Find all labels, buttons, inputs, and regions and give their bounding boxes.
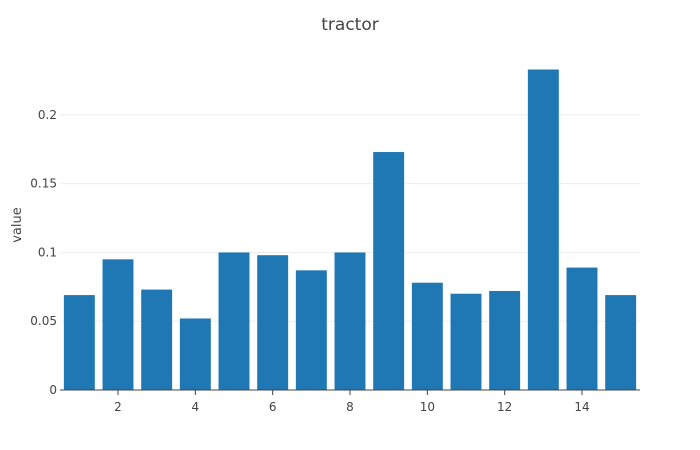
bar[interactable] xyxy=(257,255,289,390)
bar[interactable] xyxy=(373,152,405,390)
y-tick-label: 0.2 xyxy=(38,108,57,122)
bar-layer xyxy=(63,69,637,391)
bar[interactable] xyxy=(141,289,173,390)
bar[interactable] xyxy=(489,290,521,390)
bar[interactable] xyxy=(450,293,482,390)
bar[interactable] xyxy=(527,69,559,391)
x-tick-label: 6 xyxy=(269,400,277,414)
bar[interactable] xyxy=(566,267,598,390)
y-tick-label: 0.05 xyxy=(30,314,57,328)
chart-title: tractor xyxy=(321,15,378,35)
bar[interactable] xyxy=(218,252,250,390)
x-tick-label: 4 xyxy=(192,400,200,414)
y-tick-layer: 0 0.05 0.1 0.15 0.2 xyxy=(30,108,57,397)
x-tick-label: 10 xyxy=(420,400,435,414)
bar[interactable] xyxy=(102,259,134,390)
x-tick-layer: 2 4 6 8 10 12 14 xyxy=(114,390,590,414)
x-tick-label: 12 xyxy=(497,400,512,414)
bar[interactable] xyxy=(605,295,637,390)
bar[interactable] xyxy=(295,270,327,390)
bar[interactable] xyxy=(63,295,95,390)
y-tick-label: 0 xyxy=(49,383,57,397)
y-tick-label: 0.1 xyxy=(38,245,57,259)
bar[interactable] xyxy=(334,252,366,390)
x-tick-label: 2 xyxy=(114,400,122,414)
x-tick-label: 8 xyxy=(346,400,354,414)
y-axis-label: value xyxy=(10,207,25,243)
bar[interactable] xyxy=(179,318,211,390)
bar[interactable] xyxy=(411,282,443,390)
x-tick-label: 14 xyxy=(574,400,589,414)
y-tick-label: 0.15 xyxy=(30,177,57,191)
